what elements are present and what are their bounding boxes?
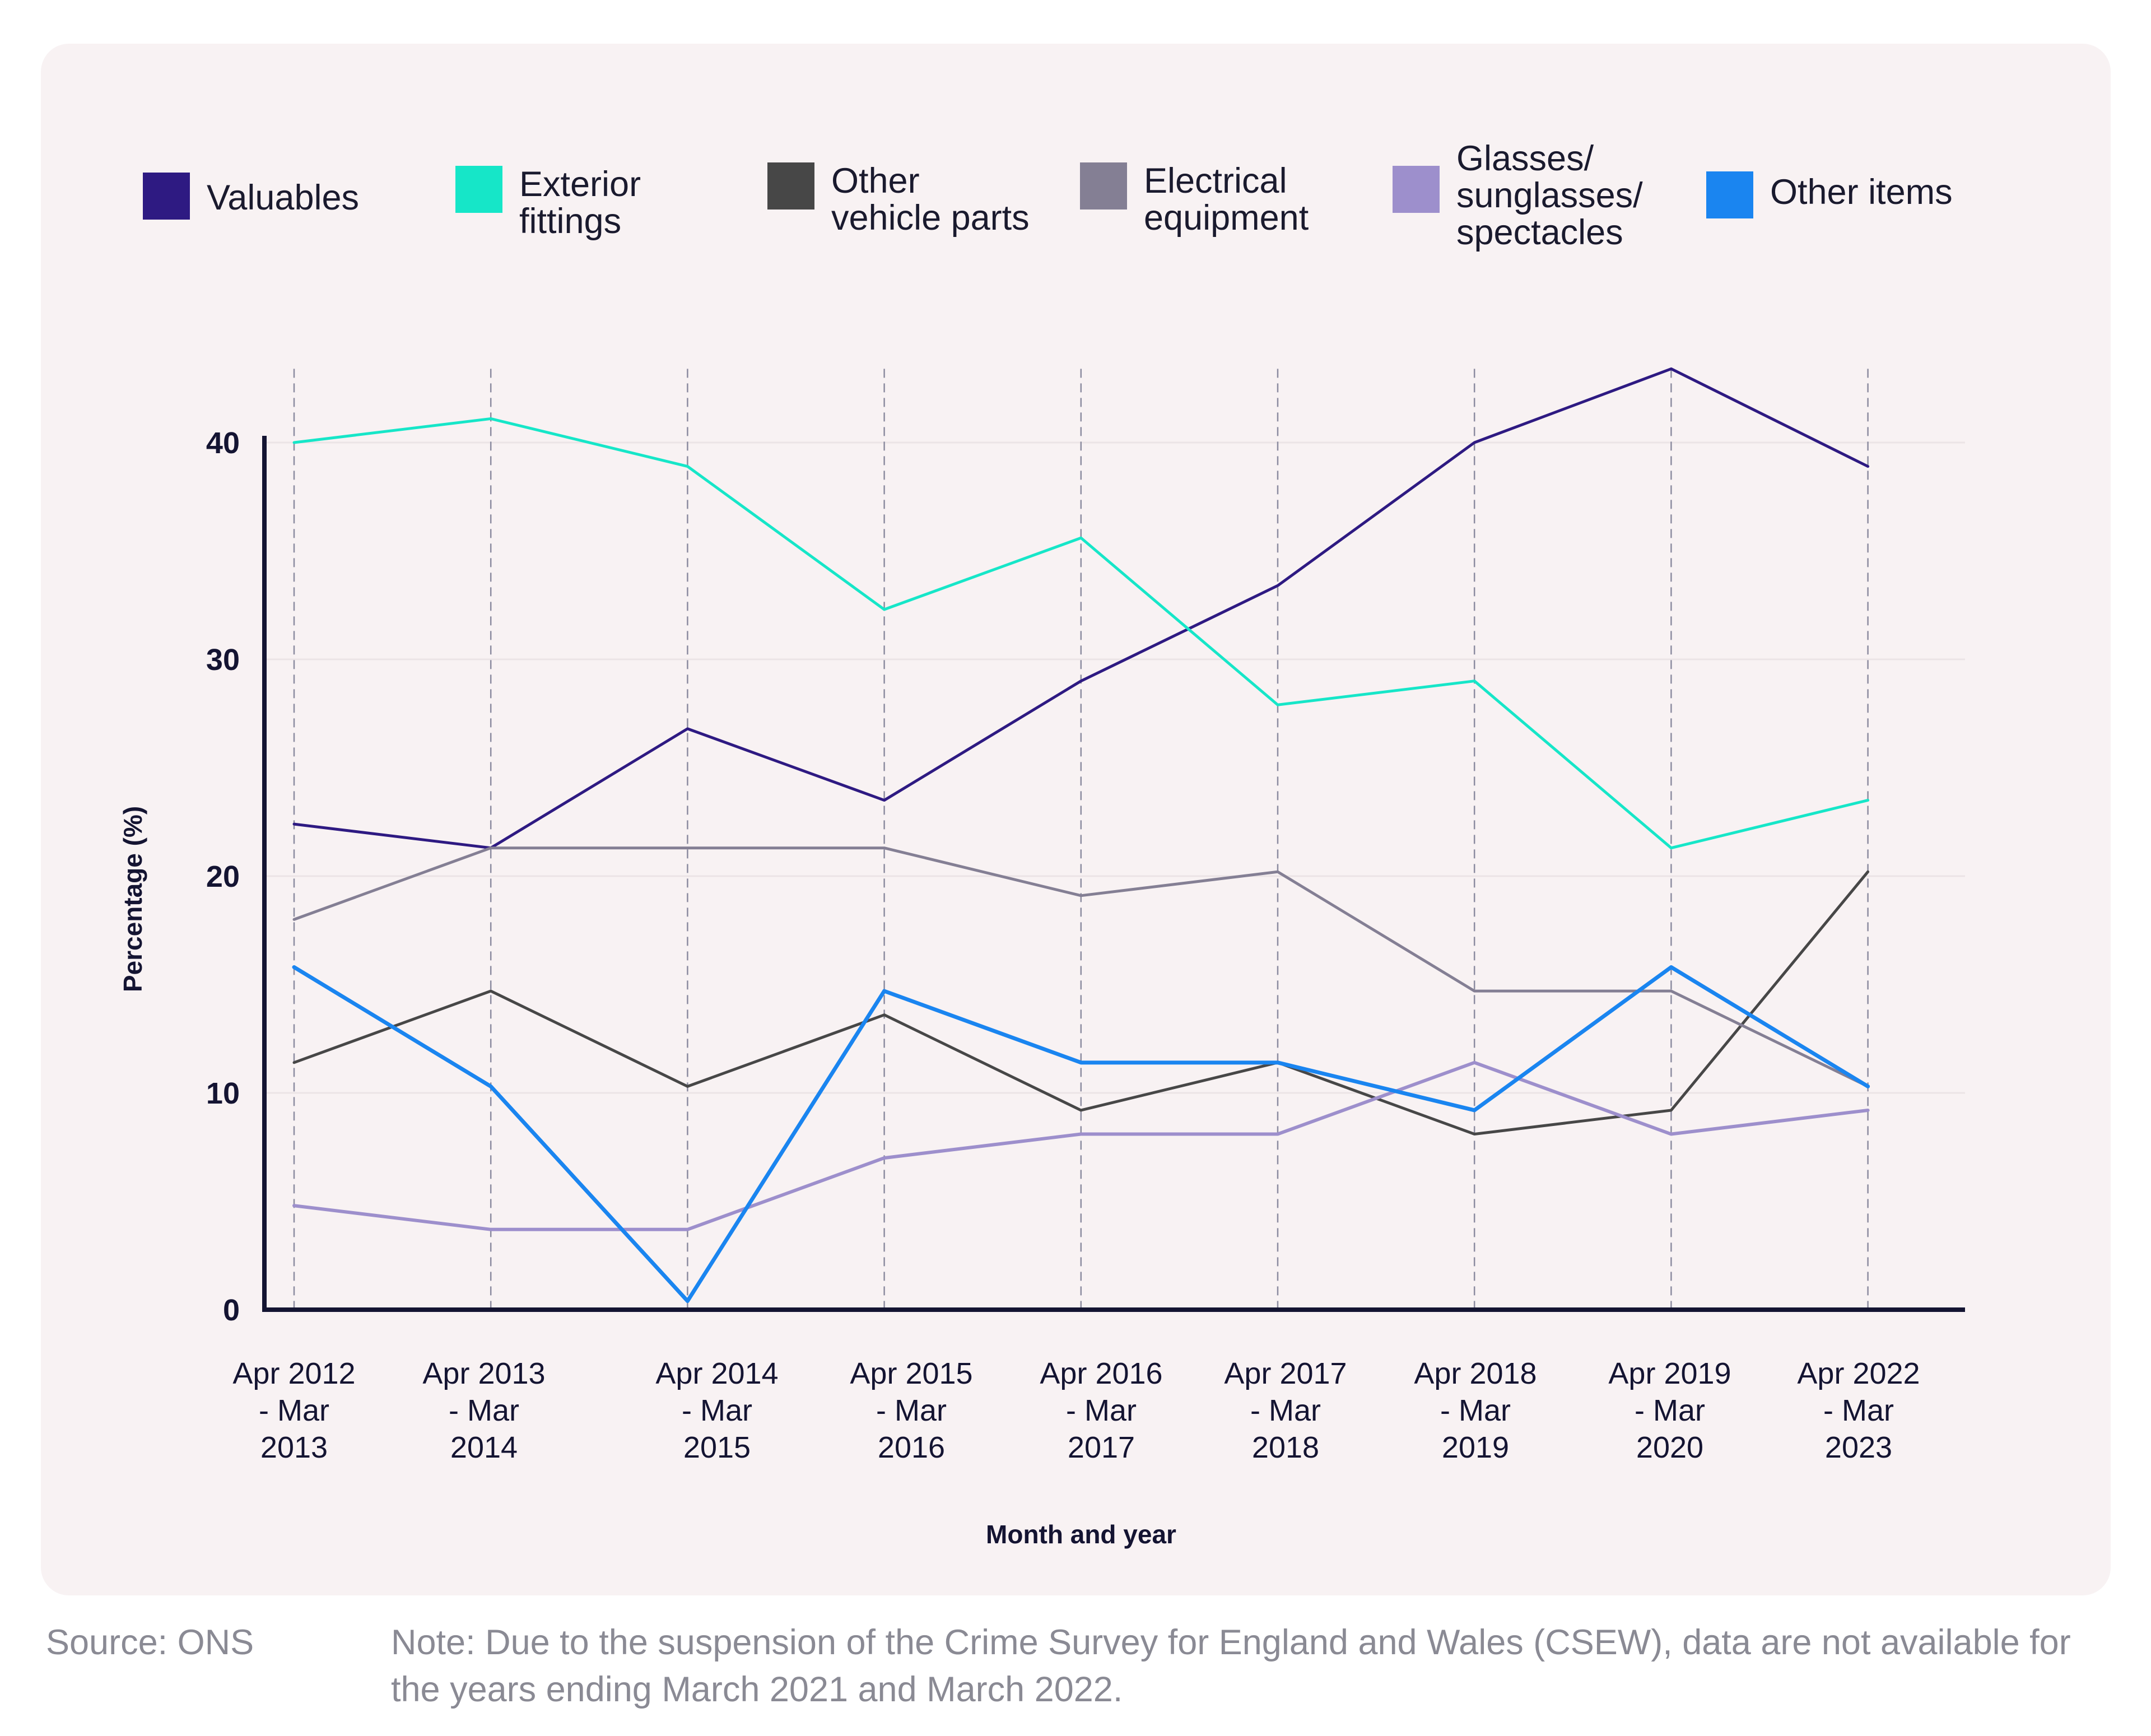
legend-swatch-valuables bbox=[143, 173, 190, 220]
legend-item-glasses: Glasses/ sunglasses/ spectacles bbox=[1393, 140, 1643, 251]
x-tick-8: Apr 2019- Mar 2020 bbox=[1608, 1357, 1731, 1464]
series-line-other-vehicle-parts bbox=[292, 870, 1870, 1136]
axes bbox=[262, 436, 1965, 1312]
x-tick-4: Apr 2015- Mar 2016 bbox=[850, 1357, 972, 1464]
legend-item-other-vehicle-parts: Other vehicle parts bbox=[767, 162, 1030, 236]
source-note: Source: ONS bbox=[46, 1623, 254, 1662]
series-line-exterior-fittings bbox=[292, 417, 1870, 850]
legend-label-other-items: Other items bbox=[1770, 173, 1953, 212]
series-lines bbox=[292, 367, 1870, 1304]
y-tick-40: 40 bbox=[206, 426, 240, 460]
footnote: Note: Due to the suspension of the Crime… bbox=[391, 1623, 2071, 1709]
legend-label-glasses: Glasses/ sunglasses/ spectacles bbox=[1456, 139, 1643, 252]
legend-swatch-electrical-equipment bbox=[1080, 162, 1127, 210]
series-line-valuables bbox=[292, 367, 1870, 850]
x-tick-1: Apr 2012- Mar 2013 bbox=[232, 1357, 355, 1464]
series-line-electrical-equipment bbox=[292, 846, 1870, 1088]
y-tick-labels: 0 10 20 30 40 bbox=[206, 426, 240, 1327]
series-line-glasses-sunglasses-spectacles bbox=[292, 1060, 1870, 1231]
legend-item-other-items: Other items bbox=[1706, 171, 1953, 218]
legend-item-exterior-fittings: Exterior fittings bbox=[455, 166, 641, 240]
legend-swatch-other-vehicle-parts bbox=[767, 162, 814, 210]
legend-label-electrical-equipment: Electrical equipment bbox=[1144, 161, 1309, 238]
legend-swatch-other-items bbox=[1706, 171, 1753, 218]
y-tick-20: 20 bbox=[206, 860, 240, 893]
y-axis-title: Percentage (%) bbox=[118, 806, 147, 992]
legend-item-valuables: Valuables bbox=[143, 173, 359, 220]
series-line-other-items bbox=[292, 965, 1870, 1304]
legend-label-valuables: Valuables bbox=[207, 178, 360, 217]
category-guide-lines bbox=[293, 369, 1869, 1310]
y-tick-0: 0 bbox=[223, 1293, 240, 1327]
x-tick-5: Apr 2016- Mar 2017 bbox=[1040, 1357, 1162, 1464]
legend-swatch-glasses bbox=[1393, 166, 1440, 213]
x-tick-labels: Apr 2012- Mar 2013 Apr 2013- Mar 2014 Apr 20… bbox=[232, 1357, 1920, 1464]
x-axis-title: Month and year bbox=[986, 1520, 1176, 1549]
legend-item-electrical-equipment: Electrical equipment bbox=[1080, 162, 1309, 236]
legend-label-exterior-fittings: Exterior fittings bbox=[519, 165, 641, 241]
x-tick-6: Apr 2017- Mar 2018 bbox=[1224, 1357, 1347, 1464]
legend-label-other-vehicle-parts: Other vehicle parts bbox=[831, 161, 1030, 238]
y-tick-30: 30 bbox=[206, 643, 240, 677]
x-tick-7: Apr 2018- Mar 2019 bbox=[1414, 1357, 1537, 1464]
x-tick-3: Apr 2014- Mar 2015 bbox=[655, 1357, 778, 1464]
grid-lines bbox=[264, 441, 1965, 1094]
chart-card bbox=[41, 44, 2111, 1595]
x-tick-2: Apr 2013- Mar 2014 bbox=[422, 1357, 545, 1464]
x-tick-9: Apr 2022- Mar 2023 bbox=[1797, 1357, 1920, 1464]
legend-swatch-exterior-fittings bbox=[455, 166, 502, 213]
y-tick-10: 10 bbox=[206, 1077, 240, 1110]
